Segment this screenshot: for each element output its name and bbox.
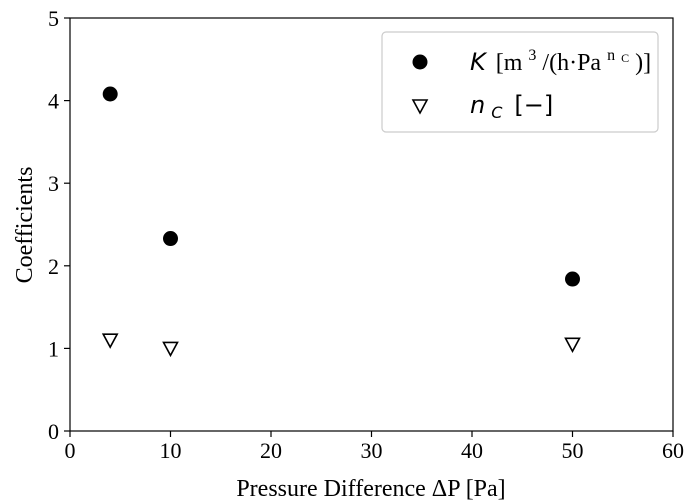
data-point-n: [101, 333, 119, 349]
x-tick-label: 30: [361, 438, 383, 463]
y-tick-label: 4: [48, 89, 59, 114]
y-tick-label: 5: [48, 6, 59, 31]
x-tick-label: 50: [562, 438, 584, 463]
legend-label-k: K [m 3 /(h·Pa n C )]: [470, 40, 651, 76]
y-tick-label: 0: [48, 419, 59, 444]
x-tick-label: 60: [662, 438, 684, 463]
x-tick-label: 10: [160, 438, 182, 463]
y-axis-label: Coefficients: [12, 167, 38, 284]
legend: K [m 3 /(h·Pa n C )] n C [−]: [381, 31, 659, 133]
legend-k-units-exp: 3: [528, 47, 536, 64]
legend-k-units-close: )]: [635, 50, 651, 76]
data-point-n: [162, 341, 179, 358]
data-point-n: [564, 337, 581, 353]
legend-n-subscript: C: [491, 103, 503, 122]
legend-box: [381, 31, 659, 133]
y-tick-label: 3: [48, 171, 59, 196]
legend-n-symbol: n: [470, 91, 485, 119]
series-layer: [101, 86, 581, 358]
data-point-k: [102, 86, 118, 102]
legend-k-units-sup: n: [607, 47, 615, 64]
legend-k-units-open: [m: [496, 50, 523, 76]
legend-k-units-sup-sub: C: [621, 51, 629, 65]
legend-n-units: [−]: [514, 91, 553, 119]
legend-k-units-mid: /(h·Pa: [542, 50, 601, 76]
x-tick-label: 40: [461, 438, 483, 463]
data-point-k: [163, 231, 178, 247]
y-tick-label: 2: [48, 254, 59, 279]
legend-marker-k: [412, 54, 428, 70]
x-tick-label: 0: [65, 438, 76, 463]
x-axis-label: Pressure Difference ΔP [Pa]: [236, 476, 505, 502]
data-point-k: [565, 271, 580, 287]
legend-label-n: n C [−]: [470, 91, 553, 124]
x-axis-ticks: 0 10 20 30 40 50 60: [65, 431, 684, 463]
y-axis-ticks: 0 1 2 3 4 5: [48, 6, 70, 444]
x-tick-label: 20: [260, 438, 282, 463]
legend-k-symbol: K: [470, 48, 488, 76]
legend-marker-n: [411, 99, 429, 115]
y-tick-label: 1: [48, 336, 59, 361]
